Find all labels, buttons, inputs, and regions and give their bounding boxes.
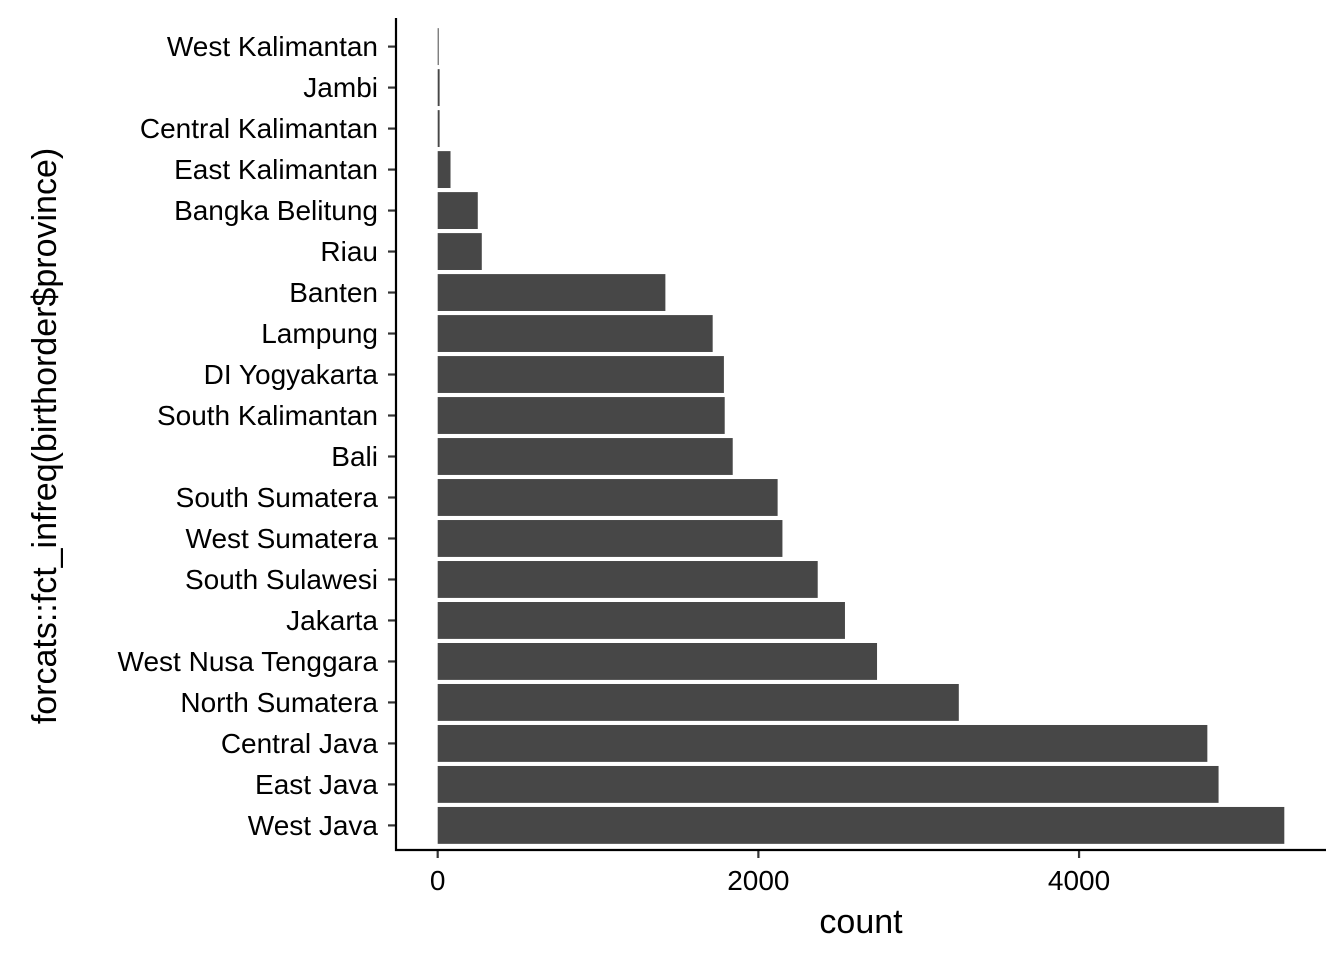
y-tick-label: South Sumatera (176, 482, 379, 513)
bar-central-java (437, 724, 1208, 762)
x-tick-label: 2000 (727, 865, 789, 896)
bar-south-sulawesi (437, 561, 818, 598)
bar-lampung (437, 315, 713, 352)
bar-bali (437, 438, 733, 475)
bar-west-java (437, 806, 1285, 844)
bar-east-kalimantan (437, 151, 451, 189)
bar-west-sumatera (437, 520, 783, 557)
bar-di-yogyakarta (437, 356, 724, 393)
y-tick-label: West Java (248, 810, 379, 841)
bar-south-kalimantan (437, 397, 725, 434)
y-tick-label: Bangka Belitung (174, 195, 378, 226)
y-tick-label: Lampung (261, 318, 378, 349)
x-tick-label: 0 (430, 865, 446, 896)
y-tick-label: West Nusa Tenggara (118, 646, 379, 677)
y-tick-label: South Sulawesi (185, 564, 378, 595)
bar-jambi (437, 69, 440, 107)
y-tick-label: Riau (320, 236, 378, 267)
y-tick-label: West Kalimantan (167, 31, 378, 62)
y-axis-ticks: West Kalimantan Jambi Central Kalimantan Ea… (118, 31, 396, 841)
y-tick-label: Central Kalimantan (140, 113, 378, 144)
bar-riau (437, 233, 482, 270)
y-tick-label: West Sumatera (186, 523, 379, 554)
bar-jakarta (437, 602, 845, 639)
y-tick-label: Banten (289, 277, 378, 308)
bars-group (437, 28, 1285, 844)
bar-banten (437, 274, 666, 311)
y-tick-label: Jakarta (286, 605, 378, 636)
y-tick-label: Central Java (221, 728, 379, 759)
bar-west-nusa-tenggara (437, 643, 878, 680)
x-axis-title: count (819, 903, 903, 941)
y-tick-label: South Kalimantan (157, 400, 378, 431)
y-tick-label: Jambi (303, 72, 378, 103)
bar-west-kalimantan (437, 28, 439, 66)
y-tick-label: East Kalimantan (174, 154, 378, 185)
bar-central-kalimantan (437, 110, 440, 148)
y-axis-title: forcats::fct_infreq(birthorder$province) (26, 148, 64, 724)
y-tick-label: DI Yogyakarta (204, 359, 379, 390)
x-tick-label: 4000 (1048, 865, 1110, 896)
bar-south-sumatera (437, 479, 778, 516)
x-axis-ticks: 0 2000 4000 (430, 850, 1110, 896)
y-tick-label: East Java (255, 769, 378, 800)
bar-north-sumatera (437, 683, 959, 721)
y-tick-label: Bali (331, 441, 378, 472)
bar-bangka-belitung (437, 192, 478, 229)
bar-east-java (437, 765, 1219, 803)
y-tick-label: North Sumatera (180, 687, 378, 718)
